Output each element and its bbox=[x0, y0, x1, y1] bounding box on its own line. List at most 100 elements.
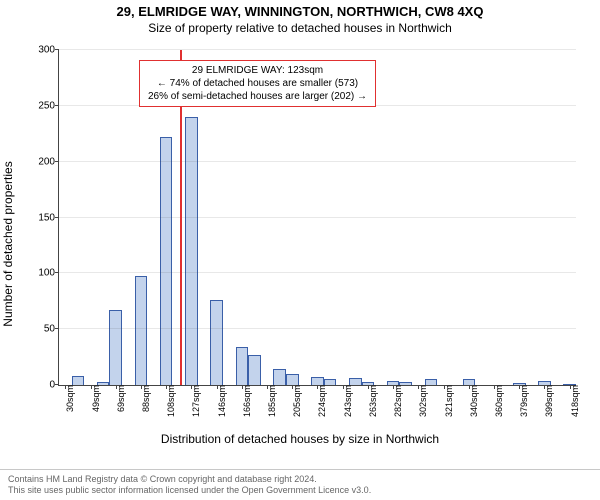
plot-area: 30sqm49sqm69sqm88sqm108sqm127sqm146sqm16… bbox=[58, 50, 576, 386]
y-tick-label: 300 bbox=[38, 45, 59, 56]
x-tick-mark bbox=[116, 385, 117, 389]
histogram-bar bbox=[109, 310, 122, 385]
x-tick-label: 379sqm bbox=[515, 385, 529, 417]
x-tick-label: 49sqm bbox=[87, 385, 101, 412]
grid-line bbox=[59, 49, 576, 50]
histogram-bar bbox=[160, 137, 173, 385]
x-tick-mark bbox=[217, 385, 218, 389]
x-tick-label: 224sqm bbox=[313, 385, 327, 417]
bar-slot bbox=[500, 50, 513, 385]
bar-slot: 30sqm bbox=[59, 50, 72, 385]
subtitle: Size of property relative to detached ho… bbox=[0, 21, 600, 35]
histogram-bar bbox=[210, 300, 223, 385]
x-tick-label: 69sqm bbox=[112, 385, 126, 412]
x-tick-mark bbox=[519, 385, 520, 389]
histogram-bar bbox=[185, 117, 198, 385]
property-info-box: 29 ELMRIDGE WAY: 123sqm ← 74% of detache… bbox=[139, 60, 376, 107]
bar-slot: 340sqm bbox=[463, 50, 476, 385]
x-tick-label: 30sqm bbox=[61, 385, 75, 412]
x-tick-label: 340sqm bbox=[465, 385, 479, 417]
info-line-2: ← 74% of detached houses are smaller (57… bbox=[148, 77, 367, 90]
grid-line bbox=[59, 161, 576, 162]
bar-slot: 360sqm bbox=[488, 50, 501, 385]
x-tick-mark bbox=[141, 385, 142, 389]
x-axis-label: Distribution of detached houses by size … bbox=[161, 432, 439, 446]
x-tick-label: 108sqm bbox=[162, 385, 176, 417]
x-tick-mark bbox=[393, 385, 394, 389]
histogram-bar bbox=[425, 379, 438, 385]
histogram-bar bbox=[97, 382, 110, 385]
x-tick-mark bbox=[494, 385, 495, 389]
footer-line-2: This site uses public sector information… bbox=[8, 485, 592, 497]
x-tick-mark bbox=[343, 385, 344, 389]
histogram-bar bbox=[311, 377, 324, 385]
x-tick-mark bbox=[418, 385, 419, 389]
bar-slot: 321sqm bbox=[437, 50, 450, 385]
bar-slot: 69sqm bbox=[109, 50, 122, 385]
grid-line bbox=[59, 272, 576, 273]
bar-slot bbox=[122, 50, 135, 385]
histogram-bar bbox=[399, 382, 412, 385]
histogram-bar bbox=[349, 378, 362, 385]
x-tick-label: 205sqm bbox=[288, 385, 302, 417]
histogram-bar bbox=[236, 347, 249, 385]
x-tick-label: 243sqm bbox=[339, 385, 353, 417]
x-tick-label: 321sqm bbox=[440, 385, 454, 417]
x-tick-mark bbox=[191, 385, 192, 389]
x-tick-label: 302sqm bbox=[414, 385, 428, 417]
histogram-bar bbox=[286, 374, 299, 385]
bar-slot bbox=[97, 50, 110, 385]
bar-slot bbox=[475, 50, 488, 385]
x-tick-label: 127sqm bbox=[187, 385, 201, 417]
x-tick-mark bbox=[570, 385, 571, 389]
bar-slot bbox=[450, 50, 463, 385]
histogram-bar bbox=[324, 379, 337, 385]
footer-attribution: Contains HM Land Registry data © Crown c… bbox=[0, 469, 600, 500]
title-block: 29, ELMRIDGE WAY, WINNINGTON, NORTHWICH,… bbox=[0, 0, 600, 35]
x-tick-label: 263sqm bbox=[364, 385, 378, 417]
x-tick-label: 418sqm bbox=[566, 385, 580, 417]
bar-slot bbox=[551, 50, 564, 385]
footer-line-1: Contains HM Land Registry data © Crown c… bbox=[8, 474, 592, 486]
x-tick-label: 146sqm bbox=[213, 385, 227, 417]
y-tick-label: 250 bbox=[38, 100, 59, 111]
y-tick-label: 200 bbox=[38, 156, 59, 167]
y-tick-label: 0 bbox=[49, 380, 59, 391]
bar-slot: 49sqm bbox=[84, 50, 97, 385]
bar-slot bbox=[72, 50, 85, 385]
grid-line bbox=[59, 217, 576, 218]
x-tick-label: 360sqm bbox=[490, 385, 504, 417]
bar-slot: 418sqm bbox=[563, 50, 576, 385]
bar-slot: 399sqm bbox=[538, 50, 551, 385]
bar-slot bbox=[399, 50, 412, 385]
x-tick-label: 399sqm bbox=[540, 385, 554, 417]
x-tick-mark bbox=[267, 385, 268, 389]
y-tick-label: 50 bbox=[44, 324, 59, 335]
address-title: 29, ELMRIDGE WAY, WINNINGTON, NORTHWICH,… bbox=[0, 4, 600, 19]
x-tick-label: 185sqm bbox=[263, 385, 277, 417]
bar-slot bbox=[374, 50, 387, 385]
chart-container: Number of detached properties 30sqm49sqm… bbox=[18, 44, 582, 444]
x-tick-mark bbox=[544, 385, 545, 389]
x-tick-mark bbox=[317, 385, 318, 389]
info-line-1: 29 ELMRIDGE WAY: 123sqm bbox=[148, 64, 367, 77]
bar-slot: 379sqm bbox=[513, 50, 526, 385]
histogram-bar bbox=[248, 355, 261, 385]
bar-slot: 302sqm bbox=[412, 50, 425, 385]
x-tick-label: 88sqm bbox=[137, 385, 151, 412]
histogram-bar bbox=[135, 276, 148, 385]
grid-line bbox=[59, 328, 576, 329]
x-tick-mark bbox=[368, 385, 369, 389]
x-tick-mark bbox=[242, 385, 243, 389]
x-tick-mark bbox=[292, 385, 293, 389]
x-tick-mark bbox=[166, 385, 167, 389]
x-tick-label: 282sqm bbox=[389, 385, 403, 417]
bar-slot bbox=[526, 50, 539, 385]
y-axis-label: Number of detached properties bbox=[1, 161, 15, 326]
bar-slot: 282sqm bbox=[387, 50, 400, 385]
y-tick-label: 100 bbox=[38, 268, 59, 279]
x-tick-label: 166sqm bbox=[238, 385, 252, 417]
info-line-3: 26% of semi-detached houses are larger (… bbox=[148, 90, 367, 103]
histogram-bar bbox=[72, 376, 85, 385]
x-tick-mark bbox=[65, 385, 66, 389]
